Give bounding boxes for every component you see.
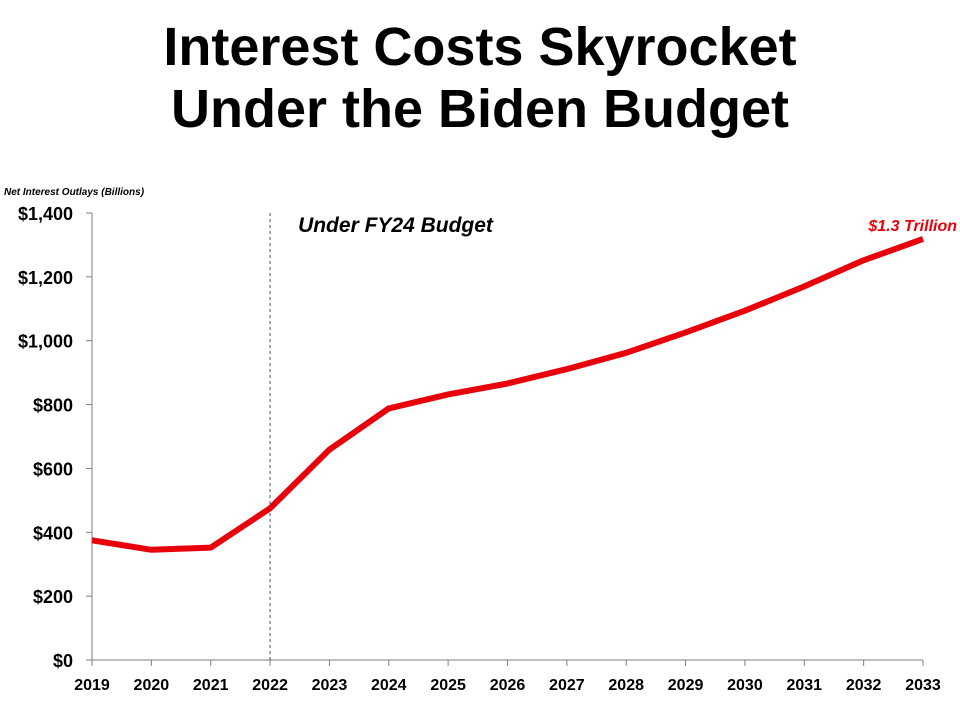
y-tick-label: $0: [53, 651, 73, 671]
y-tick-label: $400: [33, 523, 73, 543]
x-tick-label: 2029: [668, 677, 704, 694]
x-tick-label: 2031: [786, 677, 822, 694]
x-tick-label: 2030: [727, 677, 763, 694]
title-line-1: Interest Costs Skyrocket: [163, 17, 797, 77]
chart-text: $0 $200 $400 $600 $800 $1,000 $1,200 $1,400 2019…: [4, 187, 957, 694]
x-tick-label: 2028: [608, 677, 644, 694]
y-tick-label: $1,400: [18, 204, 73, 224]
y-tick-label: $1,000: [18, 332, 73, 352]
x-tick-label: 2022: [252, 677, 288, 694]
page-title: Interest Costs Skyrocket Under the Biden…: [0, 16, 960, 140]
y-tick-label: $200: [33, 587, 73, 607]
series-group: [91, 236, 925, 553]
x-tick-label: 2027: [549, 677, 585, 694]
series-line: [91, 236, 925, 553]
x-tick-label: 2032: [846, 677, 882, 694]
axes: [86, 212, 924, 666]
x-tick-label: 2026: [490, 677, 526, 694]
y-tick-label: $1,200: [18, 268, 73, 288]
y-tick-label: $600: [33, 459, 73, 479]
x-tick-label: 2019: [74, 677, 110, 694]
x-tick-label: 2020: [134, 677, 170, 694]
x-tick-label: 2021: [193, 677, 229, 694]
divider-label: Under FY24 Budget: [298, 214, 494, 237]
x-tick-label: 2025: [430, 677, 466, 694]
y-axis-title: Net Interest Outlays (Billions): [4, 187, 145, 198]
end-value-label: $1.3 Trillion: [867, 218, 957, 235]
x-tick-label: 2023: [312, 677, 348, 694]
title-line-2: Under the Biden Budget: [171, 79, 789, 139]
y-tick-label: $800: [33, 396, 73, 416]
x-tick-label: 2024: [371, 677, 407, 694]
x-tick-label: 2033: [905, 677, 941, 694]
